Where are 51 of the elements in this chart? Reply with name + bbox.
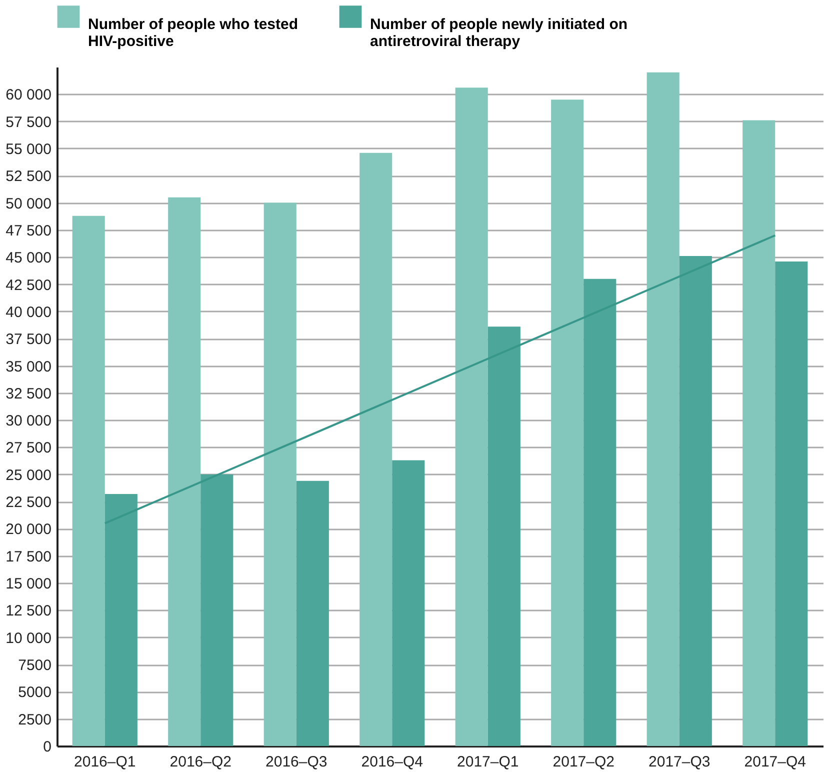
y-tick-label: 30 000 xyxy=(6,412,52,430)
y-tick-label: 27 500 xyxy=(6,440,52,457)
bar xyxy=(360,152,392,746)
x-tick-label: 2016–Q3 xyxy=(266,754,328,770)
x-tick-label: 2016–Q1 xyxy=(74,754,136,770)
y-tick-label: 40 000 xyxy=(6,304,52,321)
y-tick-label: 45 000 xyxy=(6,250,52,267)
y-tick-label: 15 000 xyxy=(6,576,52,593)
y-tick-label: 17 500 xyxy=(6,548,52,566)
y-tick-label: 10 000 xyxy=(6,630,52,647)
y-tick-label: 2500 xyxy=(18,711,52,728)
y-tick-label: 52 500 xyxy=(6,168,52,186)
bar xyxy=(392,460,425,746)
bar xyxy=(264,202,296,746)
bar xyxy=(775,261,808,746)
x-tick-label: 2016–Q2 xyxy=(170,754,232,770)
y-tick-label: 37 500 xyxy=(6,331,52,348)
bar xyxy=(584,278,616,746)
y-tick-label: 60 000 xyxy=(6,86,52,104)
bar xyxy=(72,216,105,746)
bar xyxy=(742,120,776,746)
y-tick-label: 42 500 xyxy=(6,276,52,294)
bar xyxy=(646,72,680,746)
x-tick-label: 2016–Q4 xyxy=(361,754,423,770)
x-tick-label: 2017–Q3 xyxy=(648,754,710,770)
y-tick-label: 50 000 xyxy=(6,195,52,212)
bar xyxy=(488,326,520,746)
bar xyxy=(296,480,329,746)
y-tick-label: 35 000 xyxy=(6,358,52,376)
legend-label: Number of people newly initiated on antiretroviral therapy xyxy=(370,16,628,50)
y-tick-label: 47 500 xyxy=(6,222,52,240)
y-tick-label: 0 xyxy=(43,738,52,756)
bar xyxy=(104,494,138,746)
y-tick-label: 7500 xyxy=(18,657,52,674)
bar xyxy=(168,197,201,746)
y-tick-label: 12 500 xyxy=(6,602,52,620)
y-tick-label: 5000 xyxy=(18,684,52,702)
legend-label: Number of people who tested HIV-positive xyxy=(88,16,298,50)
y-tick-label: 57 500 xyxy=(6,114,52,131)
y-tick-label: 25 000 xyxy=(6,466,52,484)
y-tick-label: 20 000 xyxy=(6,521,52,538)
y-tick-label: 32 500 xyxy=(6,385,52,402)
y-tick-label: 55 000 xyxy=(6,140,52,158)
y-tick-label: 22 500 xyxy=(6,494,52,512)
bar xyxy=(551,100,584,746)
x-tick-label: 2017–Q2 xyxy=(552,754,614,770)
bar xyxy=(679,256,712,746)
x-tick-label: 2017–Q1 xyxy=(457,754,519,770)
bar xyxy=(455,88,488,746)
x-tick-label: 2017–Q4 xyxy=(744,754,806,770)
bar xyxy=(200,474,234,746)
